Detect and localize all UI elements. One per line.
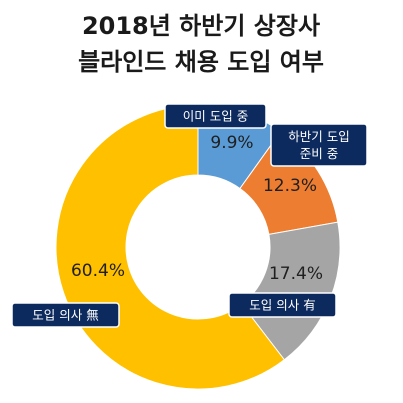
slice-category-tag: 도입 의사 無 bbox=[11, 302, 120, 328]
tag-box bbox=[164, 103, 267, 129]
tag-box bbox=[11, 302, 120, 328]
slice-category-label: 도입 의사 有 bbox=[249, 298, 315, 313]
slice-value-label: 9.9% bbox=[210, 133, 253, 153]
slice-value-label: 12.3% bbox=[263, 176, 317, 196]
slice-category-tag: 도입 의사 有 bbox=[228, 292, 337, 318]
slice-category-tag: 이미 도입 중 bbox=[164, 103, 267, 129]
chart-title-line-2: 블라인드 채용 도입 여부 bbox=[78, 48, 324, 76]
slice-value-labels: 9.9% 12.3% 17.4% 60.4% bbox=[71, 133, 323, 284]
chart-title-line-1: 2018년 하반기 상장사 bbox=[82, 12, 320, 40]
tag-box bbox=[228, 292, 337, 318]
tag-box bbox=[270, 123, 368, 167]
slice-category-label: 이미 도입 중 bbox=[183, 109, 248, 124]
slice-value-label: 17.4% bbox=[269, 264, 323, 284]
slice-category-label: 도입 의사 無 bbox=[32, 308, 98, 323]
slice-value-label: 60.4% bbox=[71, 261, 125, 281]
slice-category-label: 하반기 도입 bbox=[288, 129, 349, 144]
slice-category-label: 준비 중 bbox=[300, 146, 338, 161]
